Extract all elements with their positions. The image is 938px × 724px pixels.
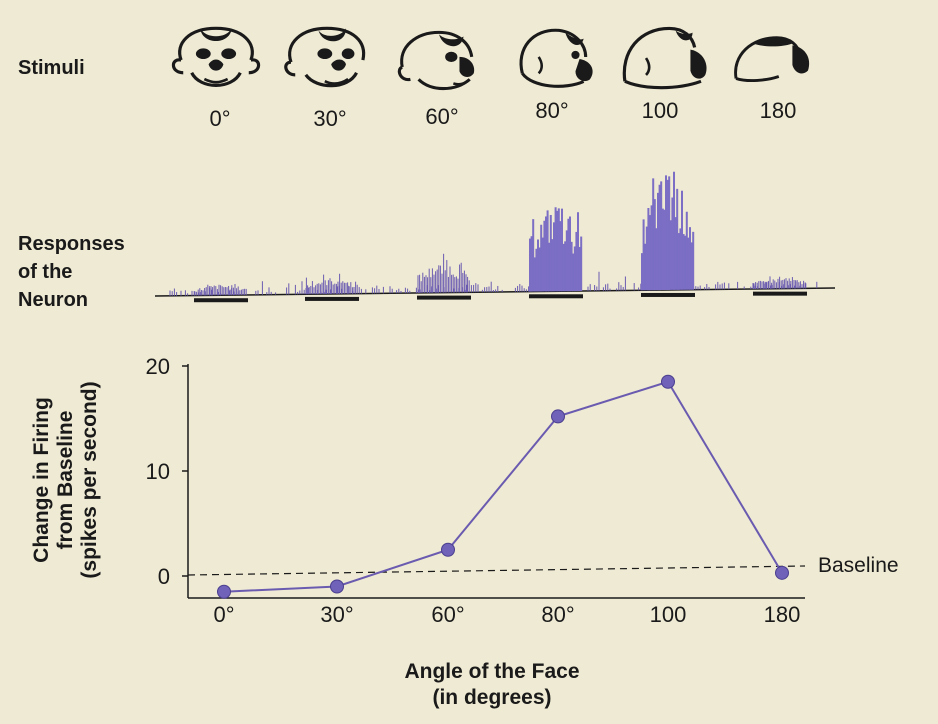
raster-baseline [154,287,836,297]
stimulus-label-0: 0° [209,106,230,131]
x-tick-label-3: 80° [541,602,574,627]
data-point-4 [661,374,675,389]
x-tick-label-5: 180 [764,602,801,627]
stimulus-label-180: 180 [760,98,797,123]
y-axis-title: Change in Firing from Baseline (spikes p… [30,381,101,578]
data-point-5 [775,565,789,580]
stimulus-label-100: 100 [642,98,679,123]
spike-traces [169,171,818,296]
stimulus-bar-3 [529,294,583,299]
series-line [223,380,783,593]
x-tick-label-1: 30° [320,602,353,627]
x-axis-title-line-2: (in degrees) [432,686,551,709]
monkey-face-100-degrees-icon [622,26,709,90]
stimulus-period-bars [194,291,807,303]
series-points [217,374,789,599]
data-point-2 [441,542,455,557]
stimulus-bar-4 [641,292,695,297]
stimulus-label-30: 30° [313,106,346,131]
responses-label-line-2: of the [18,261,72,283]
y-tick-label-1: 10 [146,459,170,484]
x-axis-title-line-1: Angle of the Face [404,660,579,683]
data-point-3 [551,409,565,424]
baseline-label: Baseline [818,554,899,577]
x-tick-label-4: 100 [650,602,687,627]
y-axis-title-line-3: (spikes per second) [78,381,101,578]
y-axis-title-line-1: Change in Firing [30,397,53,563]
firing-change-chart: 0 10 20 0° 30° 60° 80° 100 180 Baseline Change … [30,354,899,709]
neuron-response-raster [154,171,836,303]
stimulus-bar-1 [305,296,359,301]
monkey-face-80-degrees-icon [519,28,595,88]
monkey-face-0-degrees-icon [171,26,261,88]
stimulus-bar-0 [194,298,248,303]
stimulus-label-60: 60° [425,104,458,129]
responses-label-line-3: Neuron [18,289,88,311]
y-ticks: 0 10 20 [146,354,188,589]
y-axis-title-line-2: from Baseline [54,411,77,550]
stimulus-faces [171,26,811,91]
monkey-face-180-degrees-icon [734,36,811,83]
y-tick-label-0: 0 [158,564,170,589]
baseline-dashed-line [187,565,806,576]
stimulus-bar-5 [753,291,807,296]
x-tick-label-0: 0° [213,602,234,627]
x-tick-labels: 0° 30° 60° 80° 100 180 [213,602,800,627]
responses-label-line-1: Responses [18,233,125,255]
stimuli-label: Stimuli [18,57,85,79]
y-tick-label-2: 20 [146,354,170,379]
data-point-0 [217,584,231,599]
x-tick-label-2: 60° [431,602,464,627]
stimulus-label-80: 80° [535,98,568,123]
stimulus-labels: 0° 30° 60° 80° 100 180 [209,98,796,131]
data-point-1 [330,579,344,594]
stimulus-bar-2 [417,295,471,300]
monkey-face-30-degrees-icon [284,26,366,88]
monkey-face-60-degrees-icon [397,30,476,91]
